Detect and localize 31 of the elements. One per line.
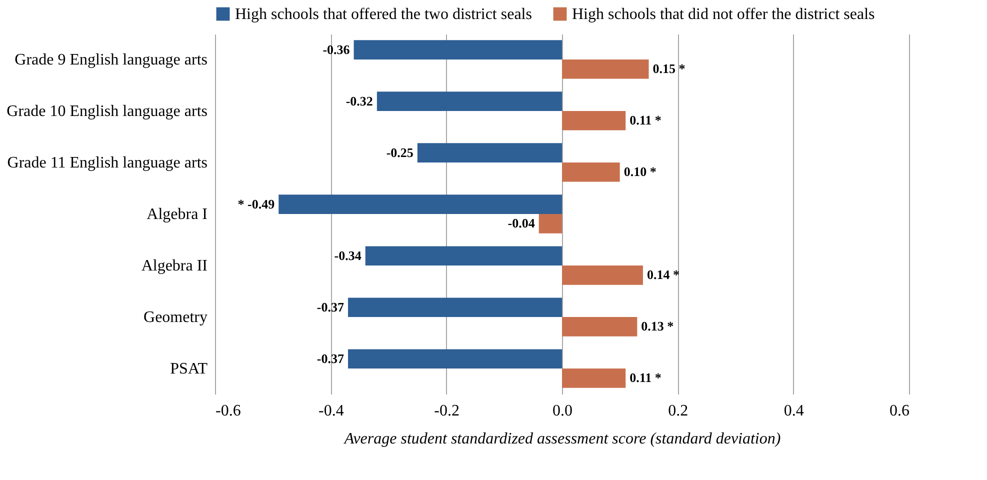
data-label: 0.13 * [641,318,674,334]
data-label: 0.11 * [630,112,662,128]
y-tick-label: Algebra II [141,258,208,274]
data-label: -0.34 [334,248,362,263]
data-label: -0.37 [316,350,344,366]
data-label: -0.37 [316,299,344,314]
x-tick-label: 0.6 [890,402,910,420]
x-tick-label: -0.6 [216,402,241,420]
data-label: 0.10 * [624,164,656,180]
data-label: -0.04 [508,216,536,231]
y-tick-label: PSAT [170,360,208,378]
data-label: -0.25 [386,144,414,160]
data-label: 0.11 * [630,370,662,386]
y-tick-label: Grade 11 English language arts [7,154,208,172]
x-tick-label: 0.2 [668,402,688,420]
data-label: * -0.49 [238,196,276,212]
y-tick-label: Grade 10 English language arts [6,102,208,120]
y-tick-label: Geometry [144,309,208,326]
x-tick-label: 0.0 [552,402,572,420]
x-axis-title: Average student standardized assessment score (standard deviation) [343,430,781,448]
data-label: 0.14 * [646,267,680,282]
data-label: -0.32 [346,93,373,108]
data-label: 0.15 * [652,61,686,76]
y-tick-label: Grade 9 English language arts [14,51,208,68]
x-tick-label: -0.4 [318,402,344,420]
y-tick-label: Algebra I [146,206,208,223]
legend-label: High schools that did not offer the district seals [572,6,875,23]
data-label: -0.36 [322,42,350,57]
x-tick-label: -0.2 [434,402,460,420]
x-tick-label: 0.4 [784,402,804,420]
legend-label: High schools that offered the two district seals [235,6,532,23]
